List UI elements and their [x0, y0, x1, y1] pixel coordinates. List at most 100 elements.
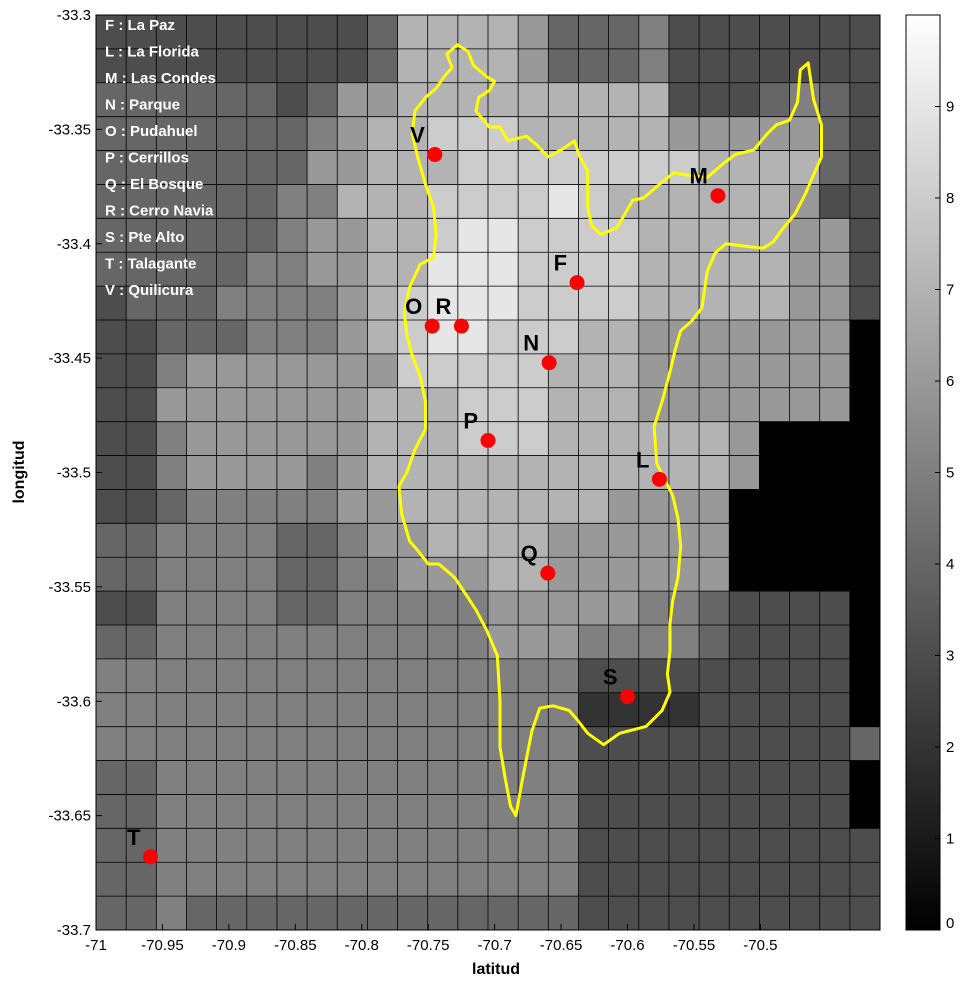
heatmap-cell — [126, 218, 157, 253]
heatmap-cell — [789, 523, 821, 558]
heatmap-cell — [246, 150, 278, 185]
heatmap-cell — [789, 692, 821, 728]
heatmap-cell — [578, 557, 610, 592]
heatmap-cell — [156, 692, 187, 728]
heatmap-cell — [518, 82, 549, 118]
heatmap-cell — [699, 557, 730, 592]
y-tick-label: -33.5 — [57, 465, 91, 482]
heatmap-cell — [186, 353, 218, 389]
heatmap-cell — [186, 218, 218, 253]
heatmap-cell — [488, 726, 519, 762]
heatmap-cell — [427, 387, 459, 423]
heatmap-cell — [186, 625, 218, 660]
heatmap-cell — [96, 862, 127, 897]
x-tick-label: -70.95 — [141, 937, 184, 954]
heatmap-cell — [729, 252, 760, 287]
heatmap-cell — [367, 591, 399, 626]
heatmap-cell — [457, 557, 489, 592]
heatmap-cell — [578, 658, 610, 694]
heatmap-cell — [819, 557, 851, 592]
heatmap-cell — [397, 48, 429, 84]
heatmap-cell — [488, 387, 519, 423]
heatmap-cell — [186, 455, 218, 490]
heatmap-cell — [608, 828, 640, 863]
heatmap-cell — [548, 15, 579, 50]
heatmap-cell — [578, 286, 610, 321]
heatmap-cell — [819, 218, 851, 253]
heatmap-cell — [668, 48, 700, 84]
heatmap-cell — [638, 15, 670, 50]
heatmap-cell — [427, 726, 459, 762]
heatmap-cell — [397, 726, 429, 762]
heatmap-cell — [246, 353, 278, 389]
site-marker — [541, 355, 557, 371]
heatmap-cell — [638, 116, 670, 152]
heatmap-cell — [126, 286, 157, 321]
heatmap-cell — [307, 116, 338, 152]
heatmap-cell — [548, 116, 579, 152]
heatmap-cell — [668, 726, 700, 762]
heatmap-cell — [849, 116, 881, 152]
heatmap-cell — [548, 421, 579, 457]
heatmap-cell — [307, 286, 338, 321]
site-label: T — [127, 825, 141, 850]
heatmap-cell — [156, 218, 187, 253]
heatmap-cell — [186, 184, 218, 219]
heatmap-cell — [427, 286, 459, 321]
heatmap-cell — [276, 455, 308, 490]
heatmap-cell — [186, 896, 218, 931]
heatmap-cell — [819, 421, 851, 457]
heatmap-cell — [578, 116, 610, 152]
heatmap-cell — [699, 658, 730, 694]
heatmap-cell — [699, 896, 730, 931]
heatmap-cell — [578, 489, 610, 524]
heatmap-cell — [96, 760, 127, 795]
heatmap-cell — [488, 353, 519, 389]
heatmap-cell — [246, 523, 278, 558]
heatmap-cell — [729, 692, 760, 728]
heatmap-cell — [729, 387, 760, 423]
heatmap-cell — [156, 82, 187, 118]
heatmap-cell — [668, 286, 700, 321]
x-axis-ticks: -71 -70.95 -70.9 -70.85 -70.8 -70.75 -70.7 -70.… — [85, 924, 778, 954]
heatmap-cell — [638, 658, 670, 694]
heatmap-cell — [457, 862, 489, 897]
heatmap-cell — [427, 218, 459, 253]
heatmap-cell — [608, 15, 640, 50]
heatmap-cell — [96, 387, 127, 423]
heatmap-cell — [608, 286, 640, 321]
heatmap-cell — [548, 625, 579, 660]
site-marker — [424, 318, 440, 334]
heatmap-cell — [276, 286, 308, 321]
heatmap-cell — [397, 862, 429, 897]
heatmap-cell — [729, 658, 760, 694]
heatmap-cell — [819, 353, 851, 389]
heatmap-cell — [307, 523, 338, 558]
heatmap-cell — [548, 523, 579, 558]
heatmap-cell — [156, 184, 187, 219]
heatmap-cell — [367, 862, 399, 897]
heatmap-cell — [488, 218, 519, 253]
heatmap-cell — [849, 625, 881, 660]
heatmap-cell — [276, 150, 308, 185]
heatmap-cell — [186, 658, 218, 694]
heatmap-cell — [216, 82, 248, 118]
heatmap-cell — [699, 625, 730, 660]
heatmap-cell — [397, 692, 429, 728]
heatmap-cell — [216, 591, 248, 626]
heatmap-cell — [729, 82, 760, 118]
heatmap-cell — [337, 286, 368, 321]
heatmap-cell — [156, 455, 187, 490]
heatmap-cell — [216, 353, 248, 389]
heatmap-cell — [819, 252, 851, 287]
site-label: O — [405, 294, 422, 319]
heatmap-cell — [96, 658, 127, 694]
heatmap-cell — [578, 625, 610, 660]
heatmap-cell — [156, 150, 187, 185]
y-tick-label: -33.45 — [48, 350, 91, 367]
site-label: M — [690, 164, 708, 189]
heatmap-cell — [488, 557, 519, 592]
heatmap-cell — [608, 421, 640, 457]
heatmap-cell — [849, 862, 881, 897]
heatmap-cell — [307, 15, 338, 50]
